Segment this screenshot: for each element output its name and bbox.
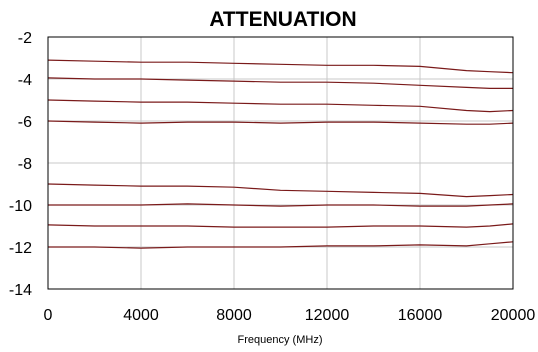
- series-line: [47, 183, 514, 198]
- x-tick-label: 12000: [305, 307, 350, 324]
- y-tick-label: -8: [18, 156, 32, 173]
- y-tick-label: -10: [9, 198, 32, 215]
- x-tick-label: 20000: [491, 307, 536, 324]
- y-tick-label: -14: [9, 282, 32, 299]
- y-axis-ticks: -2 -4 -6 -8 -10 -12 -14: [9, 30, 32, 299]
- grid: [47, 36, 514, 290]
- series-line: [48, 203, 514, 207]
- x-tick-label: 4000: [123, 307, 159, 324]
- series-line: [47, 59, 514, 74]
- series-lines: [47, 59, 514, 249]
- x-axis-label: Frequency (MHz): [238, 334, 323, 346]
- series-line: [47, 99, 514, 113]
- series-line: [48, 241, 514, 249]
- series-line: [47, 77, 513, 90]
- y-tick-label: -4: [18, 72, 32, 89]
- plot-frame: [47, 36, 514, 290]
- x-tick-label: 0: [44, 307, 53, 324]
- x-axis-ticks: 0 4000 8000 12000 16000 20000: [44, 307, 536, 324]
- x-tick-label: 16000: [398, 307, 443, 324]
- y-tick-label: -6: [18, 114, 32, 131]
- y-tick-label: -2: [18, 30, 32, 47]
- series-line: [47, 223, 514, 228]
- series-line: [47, 120, 514, 125]
- chart-title: ATTENUATION: [209, 8, 356, 31]
- y-tick-label: -12: [9, 240, 32, 257]
- x-tick-label: 8000: [216, 307, 252, 324]
